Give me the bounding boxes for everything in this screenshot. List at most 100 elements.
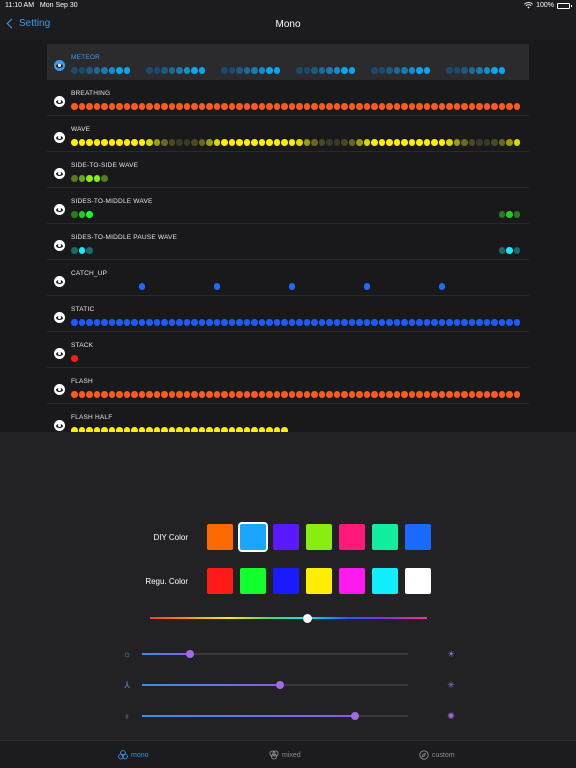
eye-icon[interactable] bbox=[54, 348, 65, 359]
diy-color-swatch[interactable] bbox=[339, 524, 365, 550]
led-dot bbox=[108, 319, 115, 326]
led-dot bbox=[296, 391, 303, 398]
led-dot bbox=[206, 103, 213, 110]
led-dot bbox=[273, 103, 280, 110]
back-button[interactable]: Setting bbox=[6, 18, 50, 29]
brightness-slider[interactable]: ☼ ☀ bbox=[120, 647, 460, 661]
hue-slider-knob[interactable] bbox=[303, 613, 313, 623]
regular-color-swatch[interactable] bbox=[306, 568, 332, 594]
tab-mixed[interactable]: mixed bbox=[269, 750, 301, 760]
effect-row[interactable]: CATCH_UP bbox=[47, 260, 529, 296]
regular-color-swatch[interactable] bbox=[273, 568, 299, 594]
led-dot bbox=[371, 139, 378, 146]
tab-custom[interactable]: custom bbox=[419, 750, 455, 760]
led-dot bbox=[431, 103, 438, 110]
led-dot bbox=[266, 319, 273, 326]
led-dot bbox=[198, 427, 205, 432]
led-dot bbox=[243, 391, 250, 398]
eye-icon[interactable] bbox=[54, 240, 65, 251]
led-dot bbox=[371, 319, 378, 326]
diy-color-swatch[interactable] bbox=[238, 522, 268, 552]
led-dot bbox=[401, 103, 408, 110]
led-dot bbox=[153, 319, 160, 326]
speed-slider-knob[interactable] bbox=[276, 681, 285, 689]
led-dot bbox=[236, 139, 243, 146]
led-dot bbox=[168, 319, 175, 326]
led-dot bbox=[86, 103, 93, 110]
led-dot bbox=[296, 319, 303, 326]
tab-mono[interactable]: mono bbox=[118, 750, 149, 760]
led-dot bbox=[408, 319, 415, 326]
eye-icon[interactable] bbox=[54, 384, 65, 395]
led-dot bbox=[108, 103, 115, 110]
led-dot bbox=[206, 319, 213, 326]
led-dot bbox=[393, 139, 400, 146]
light-slider-knob[interactable] bbox=[350, 712, 359, 720]
eye-icon[interactable] bbox=[54, 132, 65, 143]
effect-row[interactable]: WAVE bbox=[47, 116, 529, 152]
led-dot bbox=[86, 211, 93, 218]
led-dot bbox=[341, 103, 348, 110]
eye-icon[interactable] bbox=[54, 312, 65, 323]
led-dot bbox=[296, 67, 303, 74]
light-slider[interactable]: ♁ ✺ bbox=[120, 709, 460, 723]
led-dot bbox=[168, 139, 175, 146]
speed-slider[interactable]: ⅄ ✳ bbox=[120, 678, 460, 692]
led-dot bbox=[491, 391, 498, 398]
led-dot bbox=[326, 103, 333, 110]
led-dot bbox=[326, 391, 333, 398]
led-dot bbox=[198, 67, 205, 74]
brightness-slider-knob[interactable] bbox=[185, 650, 194, 658]
led-dot bbox=[116, 103, 123, 110]
regular-color-swatch[interactable] bbox=[240, 568, 266, 594]
regular-color-swatch[interactable] bbox=[207, 568, 233, 594]
effect-row[interactable]: FLASH HALF bbox=[47, 404, 529, 432]
effect-list[interactable]: METEOR BREATHING WAVE SIDE-TO-SIDE WAVE SIDE… bbox=[0, 40, 576, 432]
effect-row[interactable]: BREATHING bbox=[47, 80, 529, 116]
regular-color-swatch[interactable] bbox=[339, 568, 365, 594]
eye-icon[interactable] bbox=[54, 420, 65, 431]
led-dot bbox=[108, 67, 115, 74]
speed-slider-track[interactable] bbox=[142, 681, 408, 689]
diy-color-swatch[interactable] bbox=[273, 524, 299, 550]
diy-color-swatch[interactable] bbox=[207, 524, 233, 550]
led-dot bbox=[476, 67, 483, 74]
light-slider-track[interactable] bbox=[142, 712, 408, 720]
led-dot bbox=[78, 139, 85, 146]
led-dot bbox=[513, 103, 520, 110]
led-dot bbox=[161, 103, 168, 110]
tab-custom-label: custom bbox=[432, 751, 455, 759]
eye-icon[interactable] bbox=[54, 276, 65, 287]
led-dot bbox=[146, 319, 153, 326]
status-bar: 11:10 AM Mon Sep 30 100% bbox=[0, 0, 576, 12]
brightness-slider-track[interactable] bbox=[142, 650, 408, 658]
effect-row[interactable]: SIDE-TO-SIDE WAVE bbox=[47, 152, 529, 188]
eye-icon[interactable] bbox=[54, 60, 65, 71]
eye-icon[interactable] bbox=[54, 96, 65, 107]
regular-color-swatch[interactable] bbox=[405, 568, 431, 594]
regular-color-swatch[interactable] bbox=[372, 568, 398, 594]
eye-icon[interactable] bbox=[54, 168, 65, 179]
led-dot bbox=[363, 283, 370, 290]
led-dot bbox=[108, 391, 115, 398]
effect-row[interactable]: STATIC bbox=[47, 296, 529, 332]
led-dot bbox=[258, 391, 265, 398]
effect-row[interactable]: FLASH bbox=[47, 368, 529, 404]
led-dot bbox=[401, 139, 408, 146]
led-dot bbox=[71, 427, 78, 432]
led-dot bbox=[93, 319, 100, 326]
led-dot bbox=[423, 391, 430, 398]
led-dot bbox=[191, 139, 198, 146]
led-dot bbox=[71, 391, 78, 398]
effect-row[interactable]: SIDES-TO-MIDDLE WAVE bbox=[47, 188, 529, 224]
effect-row[interactable]: METEOR bbox=[47, 44, 529, 80]
diy-color-swatch[interactable] bbox=[372, 524, 398, 550]
hue-slider[interactable] bbox=[150, 613, 427, 623]
eye-icon[interactable] bbox=[54, 204, 65, 215]
effect-row[interactable]: SIDES-TO-MIDDLE PAUSE WAVE bbox=[47, 224, 529, 260]
effect-row[interactable]: STACK bbox=[47, 332, 529, 368]
led-dot bbox=[161, 391, 168, 398]
diy-color-swatch[interactable] bbox=[306, 524, 332, 550]
diy-color-swatch[interactable] bbox=[405, 524, 431, 550]
led-dot bbox=[311, 67, 318, 74]
